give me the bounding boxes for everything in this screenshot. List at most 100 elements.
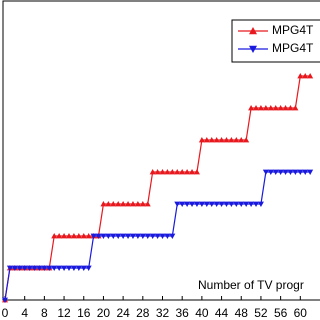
marker [120,233,127,239]
marker [307,73,314,79]
marker [307,169,314,175]
marker [253,105,260,111]
marker [297,73,304,79]
marker [6,265,13,271]
marker [203,137,210,143]
marker [16,265,23,271]
x-tick-label: 20 [97,306,111,320]
x-tick-label: 28 [136,306,150,320]
marker [302,169,309,175]
marker [61,265,68,271]
marker [233,201,240,207]
x-tick-label: 60 [294,306,308,320]
marker [193,201,200,207]
x-tick-label: 4 [21,306,28,320]
marker [257,105,264,111]
x-tick-label: 0 [2,306,9,320]
marker [208,137,215,143]
marker [203,201,210,207]
marker [228,137,235,143]
marker [238,201,245,207]
marker [198,137,205,143]
marker [70,233,77,239]
marker [56,233,63,239]
marker [139,233,146,239]
marker [218,201,225,207]
marker [85,233,92,239]
marker [21,265,28,271]
marker [129,201,136,207]
marker [11,265,18,271]
x-tick-label: 40 [195,306,209,320]
x-tick-label: 48 [235,306,249,320]
plot-frame [2,0,320,301]
marker [80,233,87,239]
marker [272,105,279,111]
marker [105,201,112,207]
x-tick-label: 16 [77,306,91,320]
marker [243,137,250,143]
marker [218,137,225,143]
marker [223,137,230,143]
marker [277,169,284,175]
x-tick-label: 36 [176,306,190,320]
marker [174,169,181,175]
marker [228,201,235,207]
marker [61,233,68,239]
legend-box [231,19,320,63]
marker [110,201,117,207]
legend: MPG4T MPG4T [231,19,320,63]
marker [179,201,186,207]
marker [292,169,299,175]
x-tick-label: 8 [41,306,48,320]
marker [115,201,122,207]
marker [257,201,264,207]
marker [262,105,269,111]
marker [302,73,309,79]
x-tick-label: 32 [156,306,170,320]
marker [56,265,63,271]
marker [267,169,274,175]
marker [154,233,161,239]
marker [65,265,72,271]
marker [208,201,215,207]
marker [144,201,151,207]
marker [31,265,38,271]
marker [2,297,8,303]
marker [193,169,200,175]
marker [154,169,161,175]
marker [105,233,112,239]
marker [277,105,284,111]
marker [159,169,166,175]
marker [46,265,53,271]
marker [139,201,146,207]
marker [95,233,102,239]
marker [174,201,181,207]
marker [65,233,72,239]
marker [243,201,250,207]
legend-marker [249,27,257,35]
marker [51,265,58,271]
marker [41,265,48,271]
marker [184,201,191,207]
marker [223,201,230,207]
marker [189,169,196,175]
marker [149,233,156,239]
x-tick-label: 44 [215,306,229,320]
marker [287,169,294,175]
marker [164,233,171,239]
marker [213,137,220,143]
marker [169,169,176,175]
marker [272,169,279,175]
marker [238,137,245,143]
marker [292,105,299,111]
marker [149,169,156,175]
marker [100,201,107,207]
marker [70,265,77,271]
marker [100,233,107,239]
marker [90,233,97,239]
marker [36,265,43,271]
marker [169,233,176,239]
marker [80,265,87,271]
